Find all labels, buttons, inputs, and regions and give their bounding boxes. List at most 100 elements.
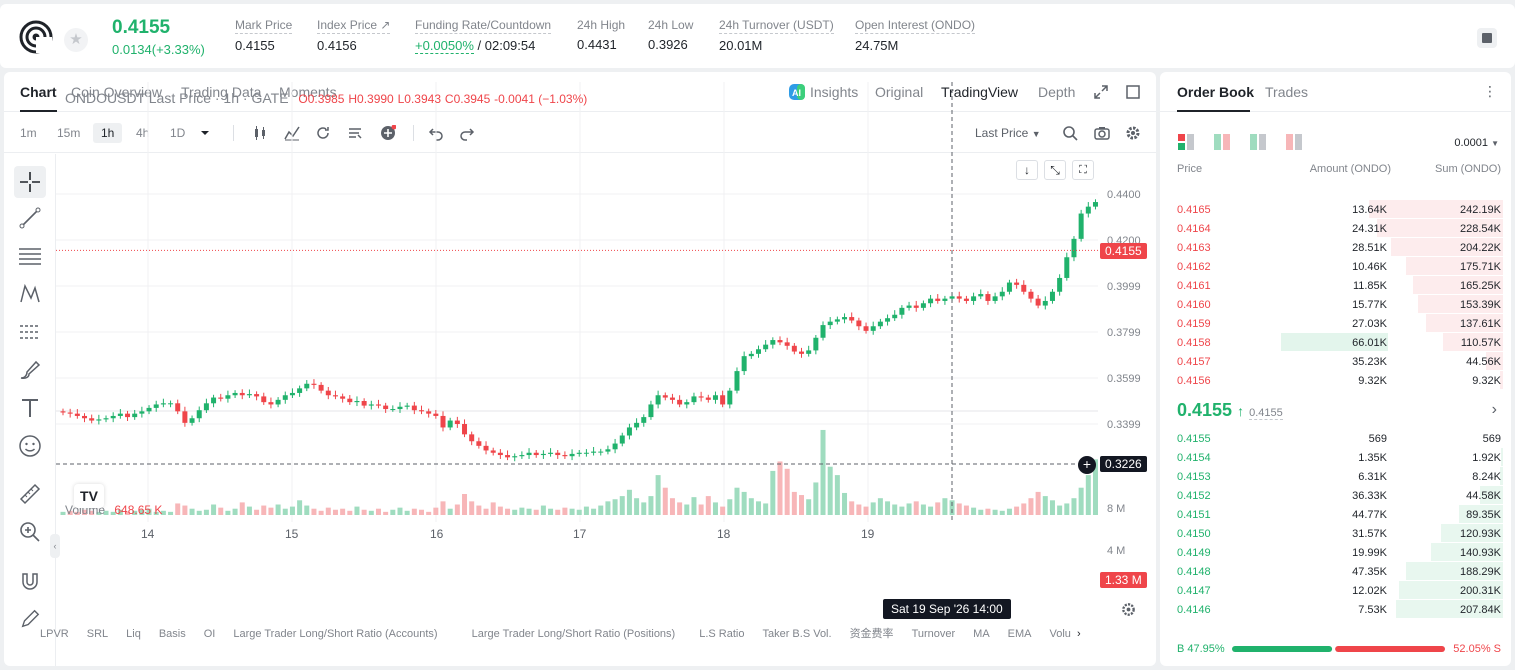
expand-icon[interactable] <box>1094 85 1108 99</box>
search-icon[interactable] <box>1062 125 1078 141</box>
indicator-lsr-positions[interactable]: Large Trader Long/Short Ratio (Positions… <box>471 628 676 640</box>
ask-row[interactable]: 0.4158 66.01K 110.57K <box>1160 333 1511 352</box>
candlestick-chart[interactable] <box>56 82 1098 522</box>
book-asks-view-icon[interactable] <box>1286 134 1302 150</box>
maximize-chart-icon[interactable]: ⛶ <box>1072 160 1094 180</box>
settings-gear-icon[interactable] <box>1125 125 1141 141</box>
view-original[interactable]: Original <box>875 84 924 100</box>
fib-retracement-tool-icon[interactable] <box>18 244 42 268</box>
bid-row[interactable]: 0.4147 12.02K 200.31K <box>1160 581 1511 600</box>
prediction-tool-icon[interactable] <box>18 320 42 344</box>
bid-row[interactable]: 0.4154 1.35K 1.92K <box>1160 448 1511 467</box>
zoom-in-icon[interactable] <box>18 520 42 544</box>
ruler-tool-icon[interactable] <box>18 482 42 506</box>
tradingview-logo-icon[interactable]: TV <box>74 484 104 508</box>
book-both-view-icon[interactable] <box>1178 134 1194 150</box>
indicator-volume[interactable]: Volu <box>1049 628 1071 640</box>
indicator-oi[interactable]: OI <box>203 628 216 640</box>
undo-icon[interactable] <box>428 125 444 141</box>
add-indicator-icon[interactable] <box>380 125 396 141</box>
price-axis[interactable]: 0.4400 0.4200 0.3999 0.3799 0.3599 0.339… <box>1098 82 1152 588</box>
trendline-tool-icon[interactable] <box>18 206 42 230</box>
indicator-funding-rate[interactable]: 资金费率 <box>849 628 894 640</box>
timeframe-4h[interactable]: 4h <box>136 126 150 140</box>
indicator-ma[interactable]: MA <box>973 628 990 640</box>
pencil-lock-icon[interactable] <box>18 608 42 630</box>
candle-type-icon[interactable] <box>252 125 268 141</box>
redo-icon[interactable] <box>459 125 475 141</box>
tab-trades[interactable]: Trades <box>1265 84 1309 100</box>
tab-chart[interactable]: Chart <box>20 84 57 112</box>
tab-order-book[interactable]: Order Book <box>1177 84 1255 100</box>
stat-open-interest[interactable]: Open Interest (ONDO) 24.75M <box>855 18 976 53</box>
ask-row[interactable]: 0.4161 11.85K 165.25K <box>1160 276 1511 295</box>
scroll-latest-icon[interactable]: ↓ <box>1016 160 1038 180</box>
favorite-star-icon[interactable]: ★ <box>64 28 88 52</box>
bid-row[interactable]: 0.4153 6.31K 8.24K <box>1160 467 1511 486</box>
view-depth[interactable]: Depth <box>1038 84 1076 100</box>
timeframe-dropdown-icon[interactable] <box>197 125 213 141</box>
timeframe-15m[interactable]: 15m <box>57 126 81 140</box>
stat-funding-rate[interactable]: Funding Rate/Countdown +0.0050% / 02:09:… <box>415 18 552 54</box>
window-icon[interactable] <box>1126 85 1140 99</box>
scroll-right-icon[interactable]: › <box>1076 628 1081 640</box>
bid-row[interactable]: 0.4151 44.77K 89.35K <box>1160 505 1511 524</box>
timeframe-1h[interactable]: 1h <box>93 123 123 143</box>
bid-row[interactable]: 0.4146 7.53K 207.84K <box>1160 600 1511 619</box>
pattern-tool-icon[interactable] <box>18 282 42 306</box>
stat-index-price[interactable]: Index Price ↗ 0.4156 <box>317 18 391 53</box>
precision-select[interactable]: 0.0001 ▼ <box>1454 137 1499 149</box>
indicator-basis[interactable]: Basis <box>158 628 186 640</box>
bid-row[interactable]: 0.4152 36.33K 44.58K <box>1160 486 1511 505</box>
bid-row[interactable]: 0.4150 31.57K 120.93K <box>1160 524 1511 543</box>
chevron-right-icon[interactable]: › <box>1491 401 1497 418</box>
collapse-sidebar-icon[interactable]: ‹ <box>50 534 60 558</box>
ask-row[interactable]: 0.4162 10.46K 175.71K <box>1160 257 1511 276</box>
ask-row[interactable]: 0.4156 9.32K 9.32K <box>1160 371 1511 390</box>
indicator-taker-vol[interactable]: Taker B.S Vol. <box>762 628 832 640</box>
stat-24h-turnover[interactable]: 24h Turnover (USDT) 20.01M <box>719 18 834 53</box>
add-alert-icon[interactable]: + <box>1078 456 1096 474</box>
templates-icon[interactable] <box>347 125 363 141</box>
refresh-icon[interactable] <box>315 125 331 141</box>
ask-row[interactable]: 0.4159 27.03K 137.61K <box>1160 314 1511 333</box>
crosshair-tool-icon[interactable] <box>14 166 46 198</box>
view-tradingview[interactable]: TradingView <box>941 84 1019 100</box>
tab-coin-overview[interactable]: Coin Overview <box>71 84 163 100</box>
text-tool-icon[interactable] <box>18 396 42 420</box>
camera-icon[interactable] <box>1094 125 1110 141</box>
indicator-ema[interactable]: EMA <box>1007 628 1032 640</box>
ask-row[interactable]: 0.4165 13.64K 242.19K <box>1160 200 1511 219</box>
stat-mark-price[interactable]: Mark Price 0.4155 <box>235 18 293 53</box>
emoji-tool-icon[interactable] <box>18 434 42 458</box>
funding-rate-value[interactable]: +0.0050% <box>415 38 474 54</box>
indicator-liq[interactable]: Liq <box>126 628 141 640</box>
indicator-lsr-accounts[interactable]: Large Trader Long/Short Ratio (Accounts) <box>233 628 438 640</box>
ask-row[interactable]: 0.4164 24.31K 228.54K <box>1160 219 1511 238</box>
indicator-lpvr[interactable]: LPVR <box>40 628 69 640</box>
book-split-view-icon[interactable] <box>1214 134 1230 150</box>
price-type-select[interactable]: Last Price ▼ <box>975 126 1041 140</box>
magnet-tool-icon[interactable] <box>18 570 42 594</box>
brush-tool-icon[interactable] <box>18 358 42 382</box>
time-axis[interactable]: 14 15 16 17 18 19 <box>56 522 1098 544</box>
book-bids-view-icon[interactable] <box>1250 134 1266 150</box>
timeframe-1d[interactable]: 1D <box>170 126 186 140</box>
bid-row[interactable]: 0.4155 569 569 <box>1160 429 1511 448</box>
bid-row[interactable]: 0.4148 47.35K 188.29K <box>1160 562 1511 581</box>
guide-book-icon[interactable] <box>1477 28 1497 48</box>
chart-settings-icon[interactable] <box>1121 602 1136 617</box>
ask-row[interactable]: 0.4160 15.77K 153.39K <box>1160 295 1511 314</box>
timeframe-1m[interactable]: 1m <box>20 126 37 140</box>
indicator-turnover[interactable]: Turnover <box>911 628 956 640</box>
indicator-ls-ratio[interactable]: L.S Ratio <box>699 628 745 640</box>
tab-trading-data[interactable]: Trading Data <box>181 84 262 100</box>
more-options-icon[interactable]: ⋮ <box>1483 83 1497 99</box>
indicator-srl[interactable]: SRL <box>86 628 109 640</box>
mid-price[interactable]: 0.4155 ↑ 0.4155 <box>1177 400 1283 421</box>
bid-row[interactable]: 0.4149 19.99K 140.93K <box>1160 543 1511 562</box>
ask-row[interactable]: 0.4163 28.51K 204.22K <box>1160 238 1511 257</box>
ask-row[interactable]: 0.4157 35.23K 44.56K <box>1160 352 1511 371</box>
tab-moments[interactable]: Moments <box>279 84 337 100</box>
exchange-logo-icon[interactable] <box>18 19 54 55</box>
